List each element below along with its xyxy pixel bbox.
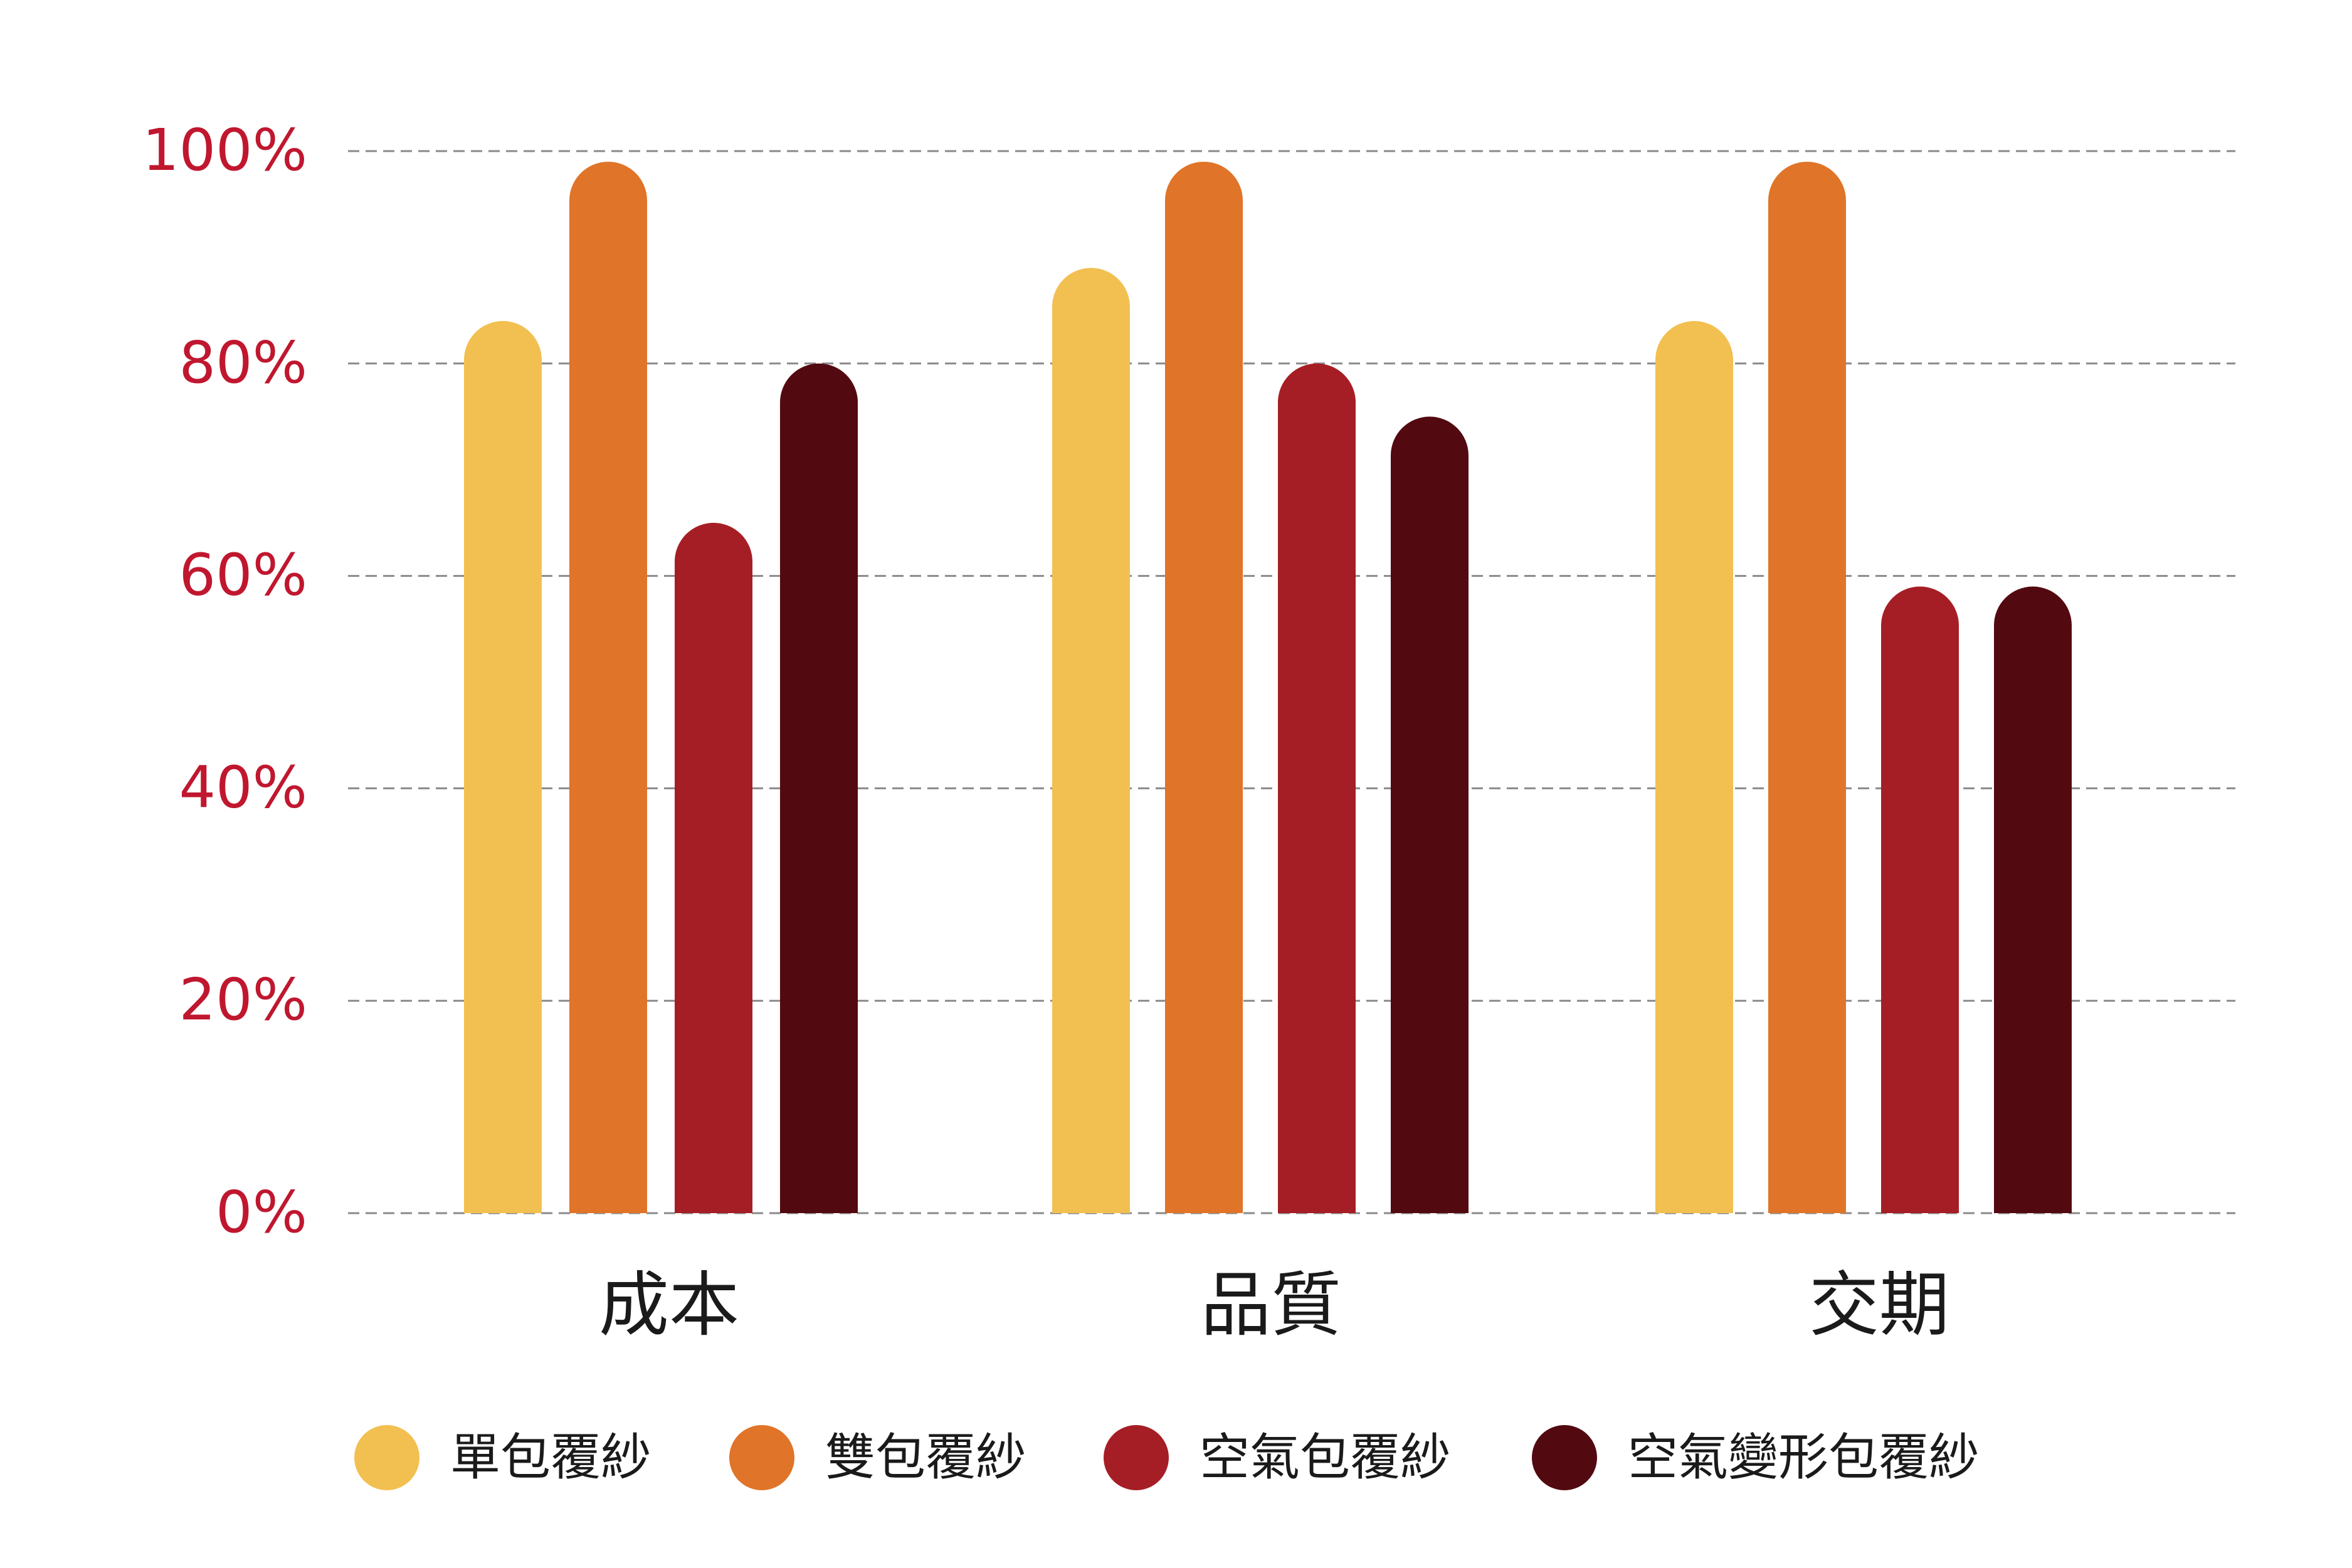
legend-label: 雙包覆紗 [825,1428,1026,1486]
y-tick-label: 0% [216,1179,307,1246]
legend: 單包覆紗 雙包覆紗 空氣包覆紗 空氣變形包覆紗 [354,1425,1979,1490]
legend-swatch [354,1425,419,1490]
x-category-label: 交期 [1809,1265,1949,1346]
legend-label: 單包覆紗 [450,1428,651,1486]
legend-label: 空氣變形包覆紗 [1628,1428,1979,1486]
y-tick-label: 20% [179,966,307,1033]
legend-swatch [729,1425,794,1490]
x-category-label: 成本 [599,1265,739,1346]
bar-2-4 [1391,416,1469,1213]
bar-1-1 [464,321,542,1213]
bar-1-3 [675,522,752,1214]
bar-1-2 [569,161,647,1214]
bars [464,161,2072,1214]
bar-2-2 [1165,161,1243,1214]
bar-3-1 [1655,321,1733,1213]
x-category-label: 品質 [1201,1265,1341,1346]
bar-2-3 [1278,363,1356,1213]
legend-label: 空氣包覆紗 [1200,1428,1450,1486]
bar-1-4 [780,363,858,1213]
bar-2-1 [1052,268,1130,1214]
bar-3-4 [1994,586,2072,1213]
legend-swatch [1532,1425,1597,1490]
y-axis-ticks: 0% 20% 40% 60% 80% 100% [142,117,307,1246]
y-tick-label: 40% [179,754,307,821]
y-tick-label: 60% [179,542,307,609]
y-tick-label: 100% [142,117,307,184]
y-tick-label: 80% [179,329,307,396]
bar-3-3 [1881,586,1959,1213]
bar-3-2 [1768,161,1846,1214]
x-axis-categories: 成本 品質 交期 [599,1265,1949,1346]
legend-swatch [1104,1425,1169,1490]
